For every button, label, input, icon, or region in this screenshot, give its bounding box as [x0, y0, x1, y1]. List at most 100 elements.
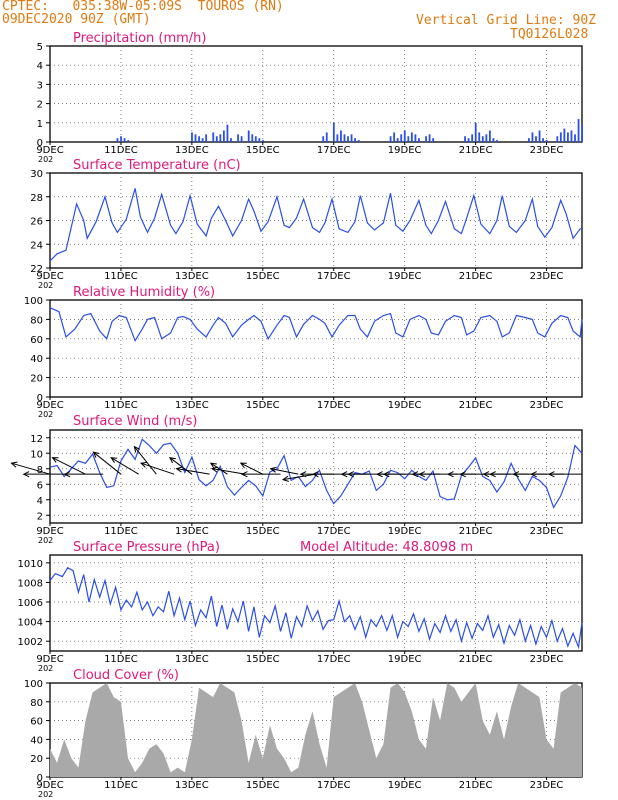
precip-bar [432, 138, 435, 142]
x-tick-label: 9DEC [36, 271, 63, 282]
precip-bar [567, 132, 569, 142]
x-tick-label: 21DEC [459, 400, 493, 411]
header-source: CPTEC: 035:38W-05:09S TOUROS (RN) [2, 0, 284, 14]
precip-bar [120, 136, 122, 142]
wind-vector [110, 457, 139, 475]
panel-frame [49, 554, 583, 652]
wind-vector-head [110, 457, 118, 463]
x-tick-label: 13DEC [175, 654, 209, 665]
precip-bar [230, 138, 232, 142]
x-tick-label: 21DEC [459, 271, 493, 282]
x-tick-label: 9DEC [36, 400, 63, 411]
x-tick-label: 13DEC [175, 400, 209, 411]
precip-bar [251, 134, 254, 142]
y-tick-label: 1008 [18, 578, 43, 589]
precip-bar [574, 134, 576, 142]
wind-vector-head [22, 471, 30, 478]
wind-vector [210, 462, 228, 475]
panel-title: Precipitation (mm/h) [73, 31, 206, 46]
panel-frame [49, 45, 583, 143]
y-tick-label: 1004 [18, 618, 43, 629]
wind-vector-head [418, 471, 426, 478]
x-tick-label: 17DEC [317, 780, 351, 791]
y-tick-label: 28 [30, 193, 43, 204]
y-tick-label: 0 [37, 393, 43, 404]
x-tick-label: 13DEC [175, 780, 209, 791]
series-line [49, 307, 583, 343]
y-tick-label: 12 [30, 434, 43, 445]
x-year-label: 202 [38, 155, 53, 164]
wind-vector-head [210, 466, 218, 473]
precip-bar [396, 138, 399, 142]
precip-bar [570, 130, 573, 142]
precip-bar [340, 130, 342, 142]
y-tick-label: 20 [30, 374, 43, 385]
x-tick-label: 17DEC [317, 400, 351, 411]
precip-bar [325, 132, 328, 142]
precip-bar [545, 140, 548, 142]
x-tick-label: 15DEC [246, 400, 280, 411]
series-line [49, 188, 582, 262]
wind-vector-head [92, 451, 100, 458]
y-tick-label: 1006 [18, 598, 43, 609]
x-tick-label: 17DEC [317, 271, 351, 282]
wind-vector-head [299, 471, 307, 478]
x-tick-label: 17DEC [317, 654, 351, 665]
y-tick-label: 4 [37, 496, 43, 507]
cloud-area [50, 683, 582, 777]
x-tick-label: 15DEC [246, 780, 280, 791]
wind-vector [134, 446, 157, 475]
wind-vector-head [340, 471, 348, 478]
precip-bar [559, 132, 562, 142]
precip-bar [336, 134, 339, 142]
precip-bar [258, 138, 261, 142]
x-year-label: 202 [38, 281, 53, 290]
x-tick-label: 23DEC [530, 400, 564, 411]
wind-vector-head [175, 466, 183, 473]
wind-vector-head [311, 471, 319, 478]
precip-bar [425, 136, 427, 142]
precip-bar [123, 138, 126, 142]
x-tick-label: 21DEC [459, 780, 493, 791]
precip-bar [212, 132, 215, 142]
wind-vector [240, 462, 264, 475]
panel-frame [49, 299, 583, 398]
wind-vector [140, 462, 175, 475]
x-tick-label: 13DEC [175, 271, 209, 282]
wind-vector-head [547, 471, 555, 478]
precip-bar [474, 122, 477, 142]
x-tick-label: 15DEC [246, 271, 280, 282]
x-tick-label: 23DEC [530, 526, 564, 537]
y-tick-label: 26 [30, 217, 43, 228]
panel-frame [49, 429, 583, 524]
wind-vector-head [140, 461, 148, 468]
header-date: 09DEC2020 90Z (GMT) [2, 12, 151, 27]
y-tick-label: 5 [37, 42, 43, 53]
wind-vector [282, 473, 317, 481]
precip-bar [347, 136, 349, 142]
precip-bar [389, 136, 392, 142]
precip-bar [428, 134, 431, 142]
precip-bar [464, 136, 466, 142]
y-tick-label: 40 [30, 354, 43, 365]
x-tick-label: 19DEC [388, 271, 422, 282]
precip-bar [403, 130, 406, 142]
precip-bar [538, 130, 541, 142]
y-tick-label: 60 [30, 717, 43, 728]
wind-vector-head [459, 471, 466, 478]
wind-vector [211, 468, 246, 475]
wind-vector-head [51, 457, 59, 463]
precip-bar [393, 132, 396, 142]
wind-vector-head [482, 471, 490, 478]
precip-bar [467, 138, 470, 142]
x-tick-label: 11DEC [104, 780, 138, 791]
precip-bar [191, 132, 193, 142]
precip-bar [357, 140, 360, 142]
wind-vector-head [376, 471, 383, 478]
panel-title: Surface Temperature (nC) [73, 158, 241, 173]
precip-bar [262, 140, 264, 142]
wind-vector-head [281, 475, 289, 482]
x-tick-label: 9DEC [36, 654, 63, 665]
